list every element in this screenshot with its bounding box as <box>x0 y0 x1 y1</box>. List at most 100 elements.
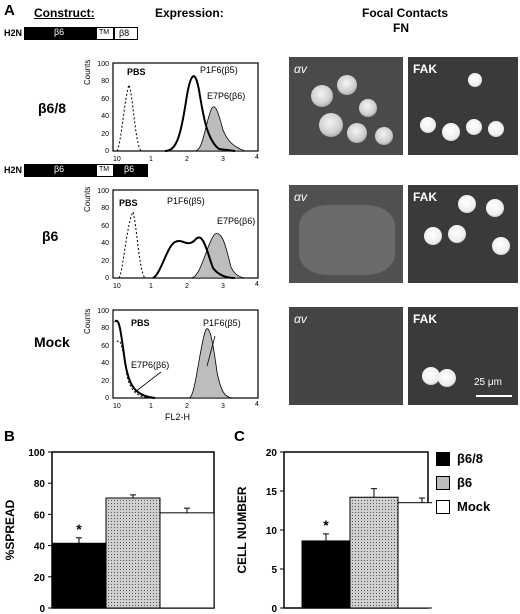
svg-text:40: 40 <box>101 113 109 120</box>
micrograph-b6-fak: FAK <box>408 185 518 283</box>
svg-text:80: 80 <box>101 78 109 85</box>
svg-text:4: 4 <box>255 154 259 161</box>
svg-text:3: 3 <box>221 283 225 290</box>
legend-swatch <box>436 451 450 466</box>
row-label-b6: β6 <box>42 228 59 244</box>
flow-p1f6-label: P1F6(β5) <box>167 196 205 206</box>
construct-b6-h2n: H2N <box>4 165 23 175</box>
flow-ylabel-b6: Counts <box>83 186 92 212</box>
y-axis-label: %SPREAD <box>3 499 17 560</box>
micrograph-mock-av: αv <box>289 307 403 405</box>
construct-b68-h2n: H2N <box>4 28 23 38</box>
y-tick-label: 20 <box>266 448 278 459</box>
flow-ylabel-b68: Counts <box>83 59 92 85</box>
bar-β6 <box>349 496 399 609</box>
bar-chart-cell-number: 0 5 10 15 20 * CELL NUMBER <box>235 448 432 614</box>
micrograph-b68-fak: FAK <box>408 57 518 155</box>
svg-text:4: 4 <box>255 281 259 288</box>
svg-text:100: 100 <box>97 61 109 68</box>
construct-header: Construct: <box>34 6 95 20</box>
micrograph-mock-fak: FAK 25 μm <box>408 307 518 405</box>
bar-β6/8 <box>301 540 351 609</box>
y-tick-label: 0 <box>271 604 277 614</box>
construct-b68-tm-segment: TM <box>96 27 114 40</box>
flow-pbs-label: PBS <box>131 318 150 328</box>
svg-text:0: 0 <box>105 395 109 402</box>
focal-contacts-header: Focal Contacts <box>362 6 449 20</box>
legend-item: β6/8 <box>436 451 490 466</box>
bar-chart-spread: 0 20 40 60 80 100 * %SPREAD <box>3 448 215 614</box>
svg-text:2: 2 <box>185 283 189 290</box>
bar-Mock <box>159 512 215 609</box>
svg-text:60: 60 <box>101 343 109 350</box>
flow-histogram-mock: 0 20 40 60 80 100 10 1 2 3 4 PBS P1F6(β5) E7P6… <box>97 308 259 422</box>
construct-b68-b6-segment: β6 <box>24 27 96 40</box>
micrograph-b68-av: αv <box>289 57 403 155</box>
y-axis-label: CELL NUMBER <box>235 486 249 573</box>
construct-b68-b8-segment: β8 <box>114 27 138 40</box>
svg-text:4: 4 <box>255 401 259 408</box>
svg-text:3: 3 <box>221 403 225 410</box>
flow-e7p6-label: E7P6(β6) <box>131 360 169 370</box>
svg-text:2: 2 <box>185 156 189 163</box>
legend-item: β6 <box>436 475 490 490</box>
flow-e7p6-label: E7P6(β6) <box>217 216 255 226</box>
svg-text:1: 1 <box>149 283 153 290</box>
y-tick-label: 20 <box>34 573 46 584</box>
flow-pbs-label: PBS <box>127 67 146 77</box>
panel-b-letter: B <box>4 428 15 445</box>
svg-text:20: 20 <box>101 258 109 265</box>
fn-header: FN <box>393 21 409 35</box>
bar-Mock <box>397 502 432 609</box>
flow-p1f6-label: P1F6(β5) <box>203 318 241 328</box>
significance-asterisk: * <box>323 517 329 533</box>
construct-b6-b6b-segment: β6 <box>114 164 148 177</box>
flow-e7p6-label: E7P6(β6) <box>207 91 245 101</box>
expression-header: Expression: <box>155 6 224 20</box>
svg-text:20: 20 <box>101 131 109 138</box>
significance-asterisk: * <box>76 521 82 537</box>
svg-text:0: 0 <box>105 275 109 282</box>
svg-text:100: 100 <box>97 188 109 195</box>
y-tick-label: 40 <box>34 542 46 553</box>
svg-text:3: 3 <box>221 156 225 163</box>
y-tick-label: 0 <box>39 604 45 614</box>
svg-text:10: 10 <box>113 156 121 163</box>
construct-b6-tm-segment: TM <box>96 164 114 177</box>
construct-b6-b6-segment: β6 <box>24 164 96 177</box>
y-tick-label: 60 <box>34 510 46 521</box>
panel-c-letter: C <box>234 428 245 445</box>
flow-histogram-b68: 0 20 40 60 80 100 10 1 2 3 4 PBS P1F6(β5) E7P6… <box>97 61 259 163</box>
flow-p1f6-label: P1F6(β5) <box>200 65 238 75</box>
flow-pbs-label: PBS <box>119 198 138 208</box>
flow-xlabel: FL2-H <box>165 412 190 422</box>
bar-β6 <box>105 497 161 609</box>
y-tick-label: 100 <box>28 448 45 459</box>
y-tick-label: 15 <box>266 487 278 498</box>
svg-text:60: 60 <box>101 96 109 103</box>
legend-item: Mock <box>436 499 490 514</box>
row-label-mock: Mock <box>34 334 70 350</box>
y-tick-label: 80 <box>34 479 46 490</box>
svg-text:40: 40 <box>101 360 109 367</box>
svg-text:2: 2 <box>185 403 189 410</box>
svg-text:80: 80 <box>101 205 109 212</box>
flow-histogram-b6: 0 20 40 60 80 100 10 1 2 3 4 PBS P1F6(β5) E7P6… <box>97 188 259 290</box>
scale-bar <box>476 395 512 397</box>
y-tick-label: 5 <box>271 565 277 576</box>
panel-a-letter: A <box>4 2 15 19</box>
svg-text:10: 10 <box>113 283 121 290</box>
svg-text:40: 40 <box>101 240 109 247</box>
scale-bar-label: 25 μm <box>474 377 502 388</box>
svg-text:1: 1 <box>149 156 153 163</box>
bar-β6/8 <box>51 542 107 609</box>
legend: β6/8 β6 Mock <box>436 451 490 514</box>
micrograph-b6-av: αv <box>289 185 403 283</box>
row-label-b68: β6/8 <box>38 100 67 116</box>
svg-text:1: 1 <box>149 403 153 410</box>
legend-swatch <box>436 475 450 490</box>
y-tick-label: 10 <box>266 526 278 537</box>
svg-text:100: 100 <box>97 308 109 315</box>
svg-text:10: 10 <box>113 403 121 410</box>
svg-text:80: 80 <box>101 325 109 332</box>
